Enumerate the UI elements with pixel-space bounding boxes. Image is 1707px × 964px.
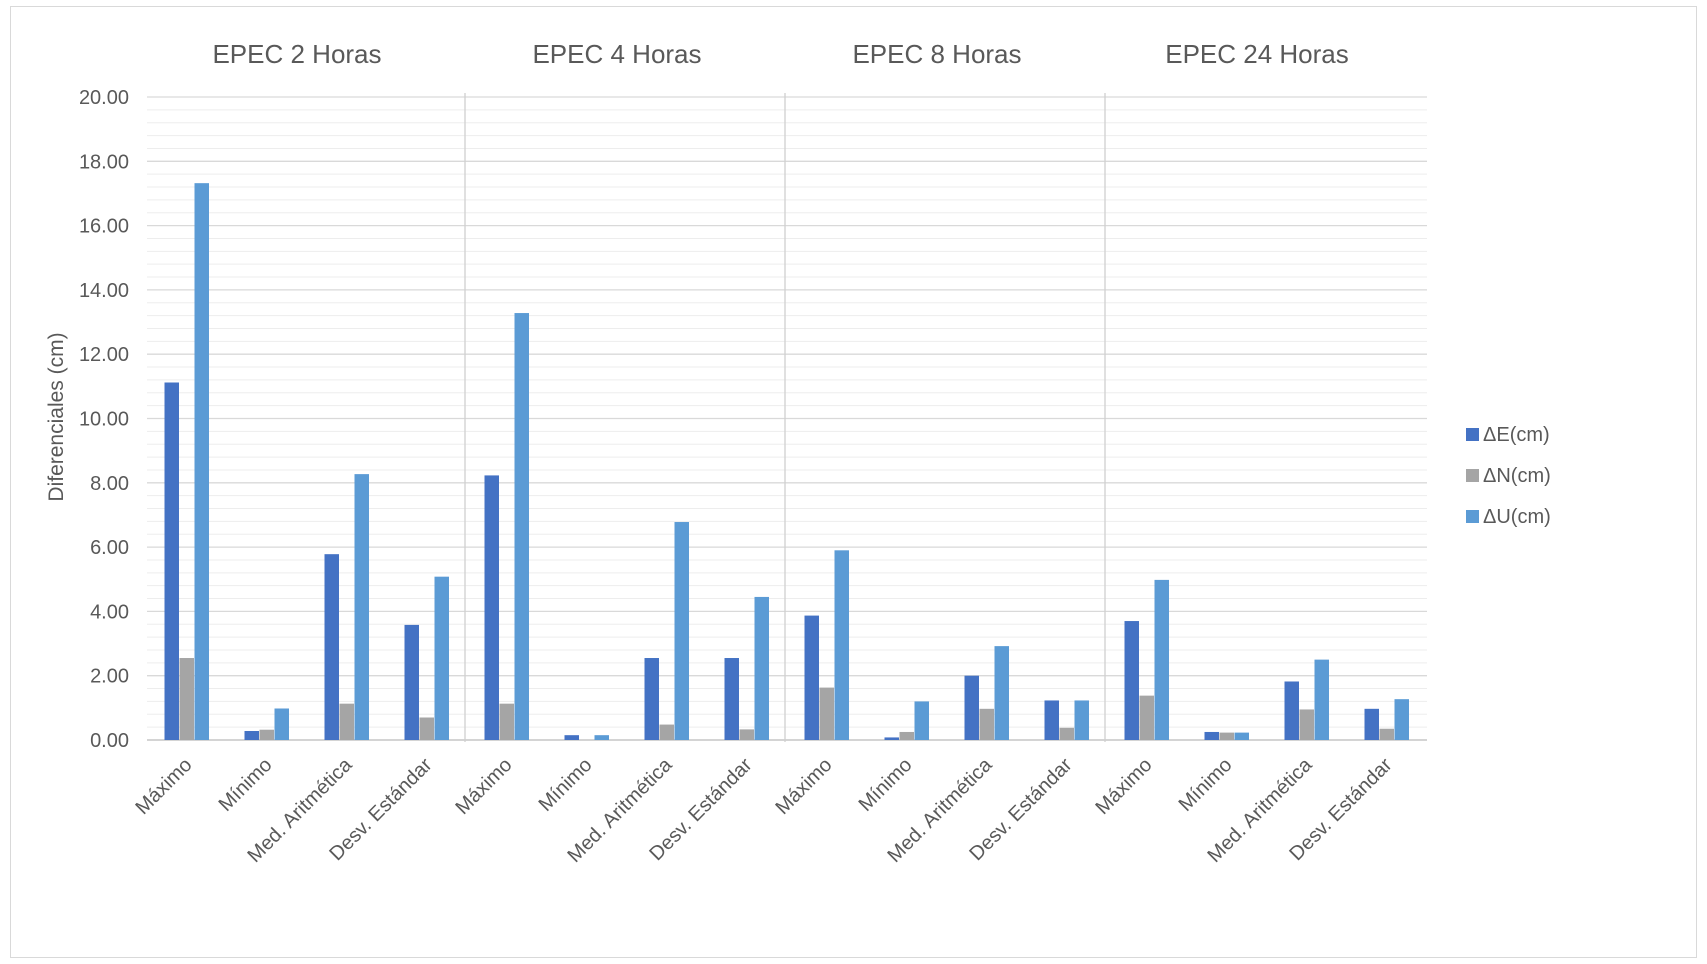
bar [739,729,754,740]
bar [1124,621,1139,740]
bar [514,313,529,740]
y-tick-label: 2.00 [90,666,129,688]
bar [434,576,449,740]
bar [1314,659,1329,740]
group-title: EPEC 2 Horas [212,39,381,69]
legend-label: ΔE(cm) [1483,424,1550,446]
group-title: EPEC 24 Horas [1165,39,1349,69]
x-tick-label: Mínimo [215,754,277,816]
bars [164,183,1409,741]
legend-swatch [1466,510,1479,523]
bar [1394,699,1409,740]
bar [419,717,434,740]
group-title: EPEC 4 Horas [532,39,701,69]
bar [354,474,369,740]
bar [1364,708,1379,740]
bar [914,701,929,740]
y-tick-label: 18.00 [79,151,129,173]
bar [1154,579,1169,740]
legend-label: ΔU(cm) [1483,506,1551,528]
x-tick-label: Máximo [771,754,836,819]
group-separators [464,93,1106,742]
bar [1299,709,1314,740]
x-tick-label: Mínimo [535,754,597,816]
bar [244,730,259,740]
bar [339,703,354,740]
y-tick-label: 10.00 [79,409,129,431]
chart-svg: 0.00 2.00 4.00 6.00 8.00 10.00 12.00 14.00 16.00… [45,39,1551,867]
bar [979,708,994,740]
x-tick-label: Máximo [131,754,196,819]
bar [194,183,209,741]
bar [834,550,849,740]
y-tick-label: 20.00 [79,87,129,109]
bar [994,646,1009,740]
legend-label: ΔN(cm) [1483,465,1551,487]
bar [899,731,914,740]
bar [674,522,689,740]
x-tick-label: Mínimo [855,754,917,816]
bar [754,596,769,740]
bar [179,658,194,740]
y-axis-label: Diferenciales (cm) [45,332,68,501]
bar [1074,700,1089,740]
legend: ΔE(cm) ΔN(cm) ΔU(cm) [1466,424,1551,528]
bar [1379,728,1394,740]
y-axis-ticks: 0.00 2.00 4.00 6.00 8.00 10.00 12.00 14.00 16.00… [79,87,129,752]
bar [1234,732,1249,740]
bar [564,735,579,740]
legend-swatch [1466,469,1479,482]
bar [644,658,659,740]
y-tick-label: 16.00 [79,216,129,238]
group-title: EPEC 8 Horas [852,39,1021,69]
y-tick-label: 4.00 [90,601,129,623]
bar [1219,732,1234,740]
bar [724,658,739,740]
bar [324,554,339,740]
y-tick-label: 6.00 [90,537,129,559]
bar [404,624,419,740]
group-titles: EPEC 2 Horas EPEC 4 Horas EPEC 8 Horas EPEC… [212,39,1348,69]
bar [659,724,674,740]
x-tick-label: Máximo [451,754,516,819]
bar [1044,700,1059,740]
bar [594,735,609,740]
bar [164,382,179,740]
bar [884,737,899,740]
bar [1284,681,1299,740]
legend-swatch [1466,428,1479,441]
bar [484,475,499,740]
bar [499,703,514,740]
bar [1059,727,1074,740]
chart-frame: 0.00 2.00 4.00 6.00 8.00 10.00 12.00 14.00 16.00… [10,6,1697,958]
bar [804,615,819,740]
y-tick-label: 12.00 [79,344,129,366]
bar [259,729,274,740]
y-tick-label: 8.00 [90,473,129,495]
bar [1204,731,1219,740]
x-tick-label: Máximo [1091,754,1156,819]
y-tick-label: 14.00 [79,280,129,302]
bar [819,687,834,740]
bar [1139,695,1154,740]
bar [274,708,289,740]
y-tick-label: 0.00 [90,730,129,752]
bar [964,675,979,740]
x-tick-label: Mínimo [1175,754,1237,816]
